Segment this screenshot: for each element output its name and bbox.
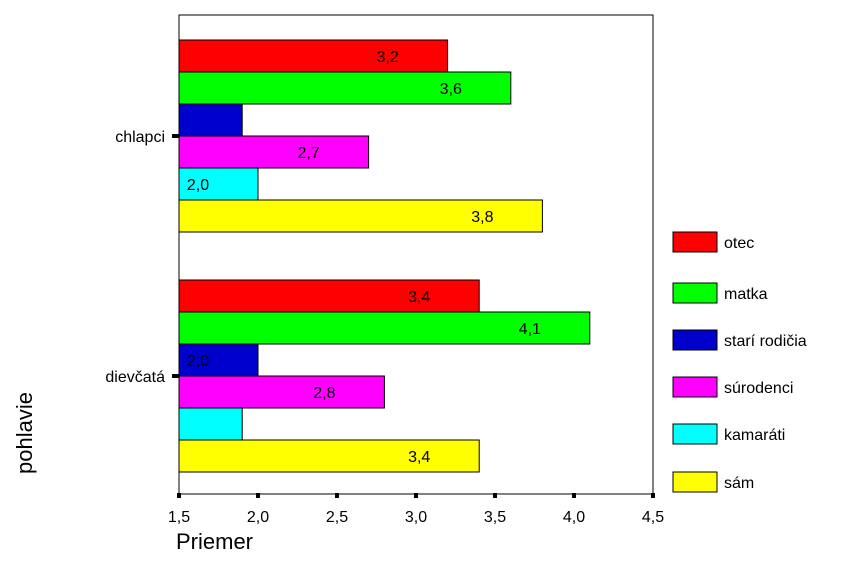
legend-swatch [672,471,718,493]
x-tick [256,493,260,498]
x-tick [414,493,418,498]
bar-dievčatá-kamaráti [178,407,243,441]
y-tick [172,374,179,378]
category-label-chlapci: chlapci [115,129,165,146]
legend-label: matka [724,286,768,303]
legend-label: súrodenci [724,380,793,397]
data-label: 3,4 [408,449,430,466]
x-axis-title: Priemer [176,529,253,554]
bar-chlapci-sám [178,199,543,233]
category-label-dievčatá: dievčatá [105,369,165,386]
x-tick [493,493,497,498]
legend-label: starí rodičia [724,333,807,350]
data-label: 3,8 [471,209,493,226]
x-axis: 1,5 2,0 2,5 3,0 3,5 4,0 4,5 [168,493,664,526]
bar-dievčatá-súrodenci [178,375,385,409]
legend-label: sám [724,475,754,492]
y-tick [172,134,179,138]
bar-chlapci-kamaráti [178,167,259,201]
y-axis-title: pohlavie [12,392,37,474]
data-label: 3,6 [440,81,462,98]
x-tick [572,493,576,498]
bar-chlapci-súrodenci [178,135,370,169]
x-tick [335,493,339,498]
x-tick-label: 1,5 [168,509,190,526]
data-label: 2,8 [313,385,335,402]
legend-swatch [672,329,718,351]
legend-label: otec [724,235,754,252]
legend-swatch [672,376,718,398]
x-tick-label: 4,0 [563,509,585,526]
bar-chlapci-otec [178,39,449,73]
bar-dievčatá-sám [178,439,480,473]
bar-chlapci-starí rodičia [178,103,243,137]
data-label: 2,7 [297,145,319,162]
x-tick-label: 3,5 [484,509,506,526]
x-tick [651,493,655,498]
bar-chlapci-matka [178,71,512,105]
bars: 3,2 3,6 2,7 2,0 3,8 3,4 4,1 2,0 2,8 3,4 [178,39,591,473]
x-tick-label: 2,0 [247,509,269,526]
bar-dievčatá-otec [178,279,480,313]
data-label: 2,0 [187,177,209,194]
bar-dievčatá-matka [178,311,591,345]
legend-swatch [672,423,718,445]
y-axis: chlapci dievčatá [105,129,179,386]
legend: otec matka starí rodičia súrodenci kamaráti s… [672,231,807,493]
x-tick-label: 3,0 [405,509,427,526]
legend-swatch [672,282,718,304]
legend-swatch [672,231,718,253]
data-label: 4,1 [519,321,541,338]
x-tick [177,493,181,498]
x-tick-label: 4,5 [642,509,664,526]
x-tick-label: 2,5 [326,509,348,526]
legend-label: kamaráti [724,427,785,444]
data-label: 2,0 [187,353,209,370]
bar-dievčatá-starí rodičia [178,343,259,377]
data-label: 3,2 [376,49,398,66]
data-label: 3,4 [408,289,430,306]
